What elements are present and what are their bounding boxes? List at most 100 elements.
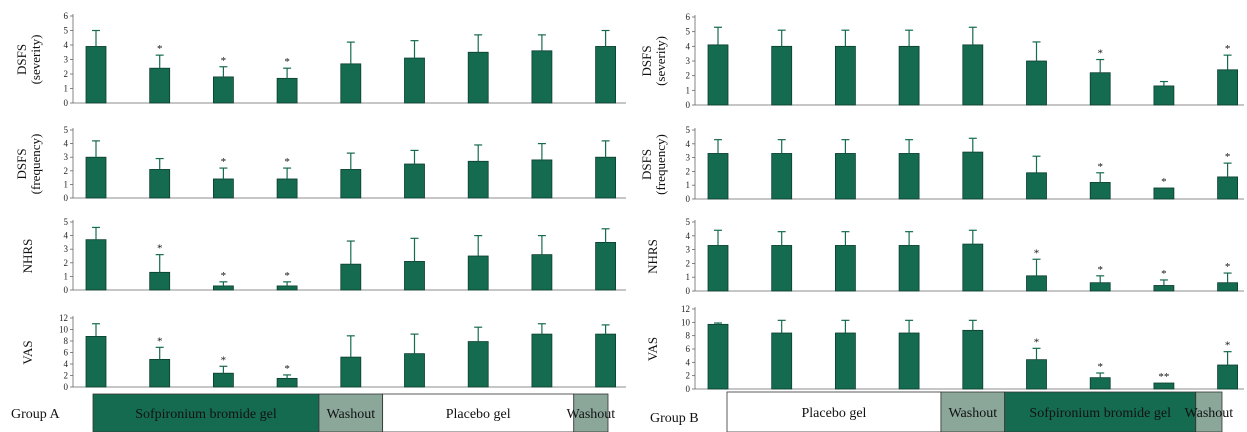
timeline-segment-label: Sofpironium bromide gel [135,407,277,422]
y-tick-label: 1 [64,84,69,94]
y-axis-label-line: VAS [645,337,660,361]
y-tick-label: 5 [64,26,69,36]
bar [835,332,856,390]
y-tick-label: 0 [686,100,691,110]
significance-marker: * [221,55,227,67]
group-label: Group A [11,407,61,422]
bar [85,46,107,104]
timeline-segment-label: Washout [1185,406,1234,421]
y-tick-label: 4 [686,41,691,51]
bar [404,261,425,291]
bar [595,156,616,199]
y-tick-label: 0 [64,98,69,108]
y-tick-label: 5 [64,125,69,135]
significance-marker: * [1097,264,1103,276]
y-tick-label: 4 [686,139,691,149]
subplot-a-0: 0 1 2 3 4 5 6 DSFS(severity) * * * [14,11,626,108]
bar [1153,85,1175,106]
bar [1217,69,1238,106]
significance-marker: * [221,354,227,366]
y-tick-label: 5 [64,217,69,227]
y-tick-label: 10 [59,325,69,335]
bar [149,271,171,291]
bar [404,353,425,388]
y-tick-label: 0 [64,285,69,295]
bar [276,285,298,291]
bar [531,333,553,388]
y-axis-label: DSFS(severity) [14,35,43,85]
y-axis-label-line: NHRS [20,239,35,274]
bar [340,263,362,291]
bar [898,45,920,106]
y-tick-label: 4 [64,231,69,241]
bar [404,57,425,104]
y-tick-label: 0 [64,382,69,392]
significance-marker: * [221,270,227,282]
significance-marker: * [157,43,163,55]
bar [835,45,856,106]
significance-marker: * [1097,361,1103,373]
bar [212,285,234,291]
y-axis-label-line: DSFS [639,149,654,180]
y-tick-label: 4 [686,357,691,367]
y-tick-label: 4 [64,40,69,50]
bar [835,245,856,292]
y-tick-label: 1 [64,271,69,281]
y-tick-label: 3 [686,153,691,163]
bar [1026,275,1047,292]
y-tick-label: 8 [64,336,69,346]
timeline-segment-placebo [726,391,942,432]
significance-marker: * [1034,247,1040,259]
bar [898,153,920,200]
bar [595,241,616,291]
y-tick-label: 6 [64,11,69,21]
significance-marker: * [284,270,290,282]
bar [1026,172,1047,200]
bar [1089,182,1111,200]
y-axis-label-line: (frequency) [28,134,43,195]
y-axis-label-line: NHRS [645,239,660,274]
y-tick-label: 12 [59,313,68,323]
significance-marker: * [157,335,163,347]
bar [531,159,553,199]
y-tick-label: 10 [681,317,691,327]
y-tick-label: 2 [64,166,69,176]
bar [835,153,856,200]
y-tick-label: 5 [686,217,691,227]
y-axis-label: VAS [20,340,35,364]
timeline-segment-washout [940,391,1006,432]
y-tick-label: 8 [686,331,691,341]
y-axis-label-line: (severity) [653,36,668,86]
bar [898,245,920,292]
timeline-segment-active [92,393,320,432]
y-axis-label-line: VAS [20,340,35,364]
significance-marker: * [1225,151,1231,163]
bar [1217,282,1238,292]
subplot-a-3: 02 46 810 12 VAS * * * [20,313,626,392]
bar [467,255,489,291]
subplot-b-2: 0 1 2 3 4 5 NHRS * * * * [645,217,1244,296]
bar [1026,359,1047,390]
significance-marker: * [284,363,290,375]
y-tick-label: 2 [64,371,69,381]
bar [467,160,489,199]
subplot-a-1: 0 1 2 3 4 5 DSFS(frequency) * * [14,125,626,203]
significance-marker: * [221,156,227,168]
bar [340,63,362,104]
y-tick-label: 1 [686,272,691,282]
timeline-segment-label: Washout [948,406,997,421]
bar [771,332,793,390]
y-tick-label: 1 [686,85,691,95]
y-axis-label-line: DSFS [14,44,29,75]
y-tick-label: 2 [64,69,69,79]
bar [531,254,553,291]
significance-marker: ** [1158,371,1169,383]
y-tick-label: 3 [64,244,69,254]
y-axis-label: NHRS [645,239,660,274]
y-tick-label: 2 [64,258,69,268]
y-tick-label: 4 [686,231,691,241]
bar [149,358,171,388]
significance-marker: * [284,56,290,68]
group-label: Group B [650,411,699,426]
